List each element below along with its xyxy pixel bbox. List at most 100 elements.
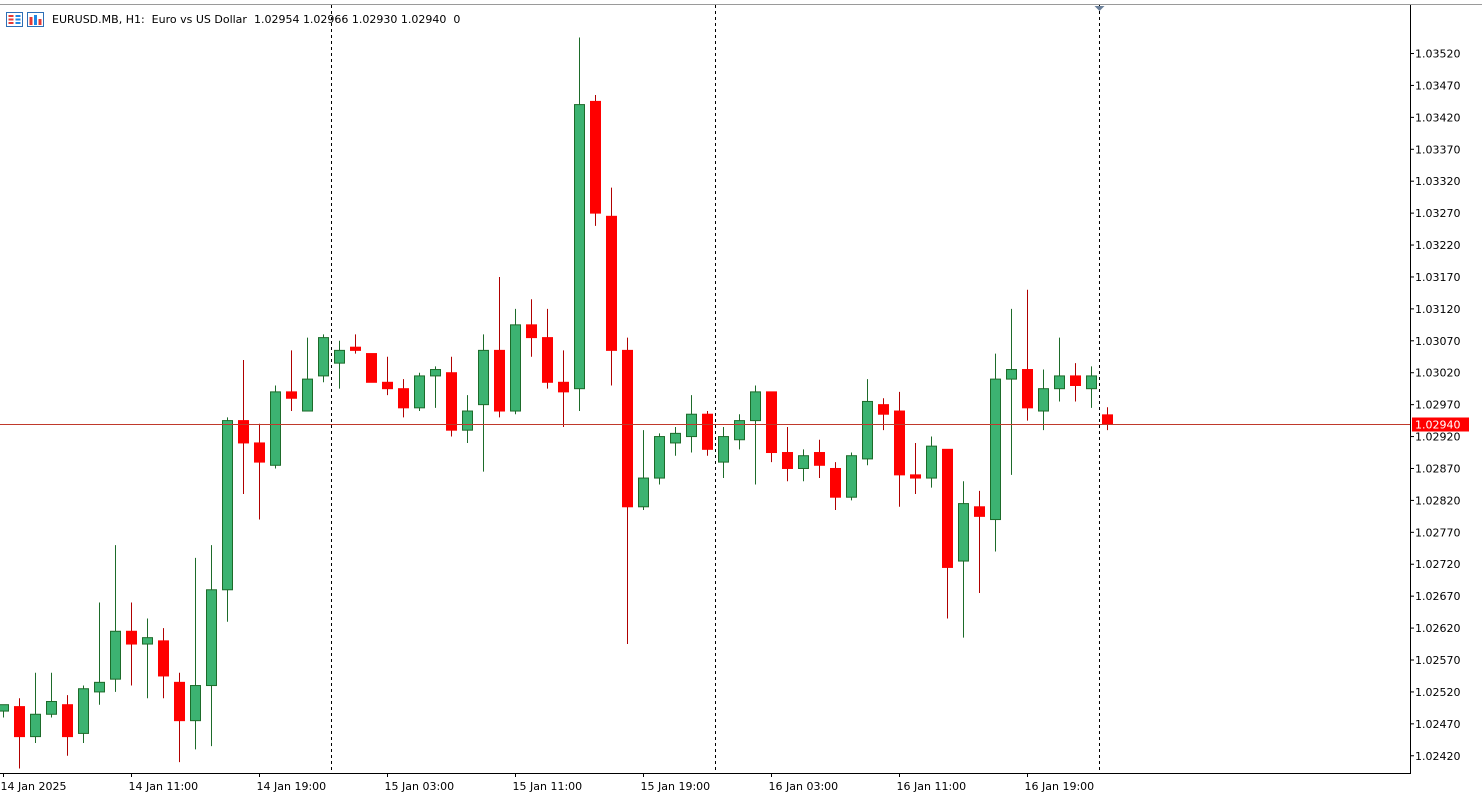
candle[interactable] — [126, 602, 137, 686]
candle[interactable] — [30, 672, 41, 743]
candle[interactable] — [894, 391, 905, 507]
candle[interactable] — [782, 426, 793, 482]
candle[interactable] — [206, 545, 217, 747]
candle[interactable] — [302, 337, 313, 412]
candle[interactable] — [814, 439, 825, 479]
candle[interactable] — [0, 704, 9, 718]
candle[interactable] — [1102, 407, 1113, 431]
time-tick-label: 14 Jan 19:00 — [257, 780, 327, 792]
candle[interactable] — [46, 672, 57, 718]
candle[interactable] — [174, 672, 185, 763]
candle[interactable] — [286, 350, 297, 412]
candle[interactable] — [878, 398, 889, 431]
candle[interactable] — [974, 490, 985, 593]
candle[interactable] — [766, 391, 777, 463]
candle-body-bear — [622, 349, 633, 508]
candle[interactable] — [702, 411, 713, 456]
candle-body-bull — [0, 704, 9, 712]
candle-body-bull — [142, 637, 153, 645]
candle[interactable] — [926, 436, 937, 488]
candle[interactable] — [494, 276, 505, 418]
candle[interactable] — [398, 379, 409, 418]
candle[interactable] — [510, 308, 521, 415]
candles[interactable] — [0, 37, 1113, 769]
candle[interactable] — [526, 299, 537, 357]
candle-body-bull — [110, 630, 121, 680]
candle[interactable] — [142, 618, 153, 699]
candle[interactable] — [478, 334, 489, 472]
candle[interactable] — [846, 452, 857, 501]
candle[interactable] — [366, 353, 377, 383]
candle[interactable] — [334, 340, 345, 389]
candle-body-bear — [382, 381, 393, 390]
candle[interactable] — [910, 442, 921, 495]
candle[interactable] — [78, 685, 89, 743]
candle[interactable] — [942, 448, 953, 619]
candle[interactable] — [190, 557, 201, 750]
candle-body-bear — [158, 640, 169, 677]
candle[interactable] — [798, 449, 809, 482]
price-tick-label: 1.02820 — [1415, 494, 1461, 507]
candle[interactable] — [574, 37, 585, 412]
candle-body-bear — [894, 410, 905, 476]
candle-body-bull — [958, 503, 969, 562]
candle[interactable] — [14, 698, 25, 769]
candle[interactable] — [1086, 366, 1097, 408]
candle[interactable] — [654, 433, 665, 485]
candle[interactable] — [94, 602, 105, 705]
candle[interactable] — [62, 695, 73, 756]
candle[interactable] — [734, 414, 745, 450]
candle[interactable] — [718, 426, 729, 479]
candle-body-bull — [414, 375, 425, 409]
candle-body-bear — [366, 353, 377, 383]
candle[interactable] — [1006, 308, 1017, 475]
candle[interactable] — [830, 462, 841, 510]
candle[interactable] — [1038, 369, 1049, 431]
candle[interactable] — [590, 95, 601, 226]
candle[interactable] — [990, 353, 1001, 552]
price-tick-label: 1.02920 — [1415, 431, 1461, 444]
candle[interactable] — [382, 356, 393, 396]
candle[interactable] — [606, 187, 617, 386]
candle-body-bear — [398, 388, 409, 409]
price-axis[interactable]: 1.03520 1.03470 1.03420 1.03370 1.03320 1.032… — [1410, 48, 1469, 763]
candle[interactable] — [414, 372, 425, 412]
candle[interactable] — [254, 423, 265, 520]
candle[interactable] — [670, 426, 681, 456]
time-axis[interactable]: 14 Jan 2025 14 Jan 11:00 14 Jan 19:00 15 Ja… — [1, 773, 1095, 792]
time-tick-label: 15 Jan 03:00 — [385, 780, 455, 792]
candle[interactable] — [1054, 337, 1065, 402]
market-depth-icon[interactable] — [27, 11, 44, 27]
candle[interactable] — [622, 337, 633, 645]
candle[interactable] — [270, 385, 281, 469]
candle[interactable] — [1070, 363, 1081, 402]
candle-body-bear — [126, 630, 137, 645]
candle[interactable] — [750, 385, 761, 485]
candle[interactable] — [558, 350, 569, 427]
candle[interactable] — [238, 359, 249, 495]
candle[interactable] — [542, 308, 553, 389]
candle[interactable] — [446, 356, 457, 437]
candle[interactable] — [638, 430, 649, 510]
candle[interactable] — [462, 395, 473, 443]
candle-body-bull — [334, 349, 345, 364]
candle[interactable] — [318, 334, 329, 383]
candle[interactable] — [686, 395, 697, 453]
candle[interactable] — [1022, 289, 1033, 421]
candle[interactable] — [222, 417, 233, 622]
candle[interactable] — [430, 366, 441, 408]
symbol-description: Euro vs US Dollar — [151, 12, 247, 26]
candle-body-bear — [238, 420, 249, 444]
candle-body-bull — [686, 413, 697, 438]
candle[interactable] — [958, 481, 969, 638]
candle-body-bull — [654, 436, 665, 479]
candle-body-bear — [1022, 369, 1033, 409]
candle[interactable] — [862, 379, 873, 466]
candle[interactable] — [110, 545, 121, 692]
candle-body-bull — [1054, 375, 1065, 390]
candle[interactable] — [350, 334, 361, 354]
one-click-trading-icon[interactable] — [6, 11, 23, 27]
candle[interactable] — [158, 628, 169, 699]
